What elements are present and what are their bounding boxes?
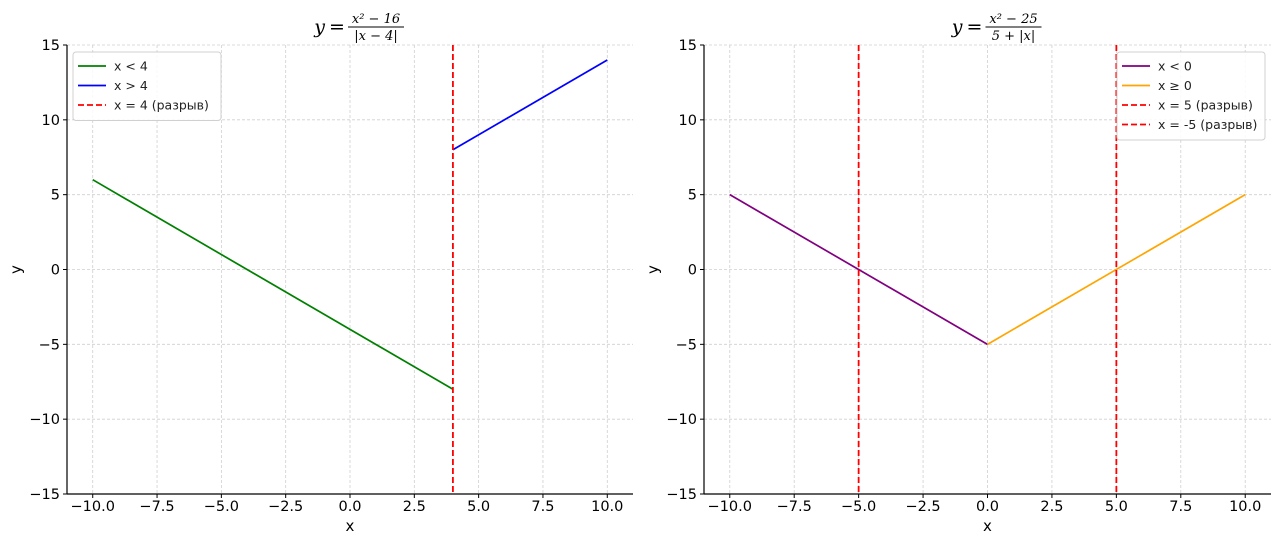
chart-title: y = x² − 16 |x − 4| — [313, 12, 404, 44]
chart-panel-1: −10.0 −7.5 −5.0 −2.5 0.0 2.5 5.0 7.5 10.0 −15 −10 −… — [7, 12, 633, 535]
x-tick-label: 2.5 — [403, 499, 426, 515]
x-tick-label: 5.0 — [1105, 499, 1128, 515]
title-numerator: x² − 25 — [989, 12, 1037, 27]
legend-entry-label: x ≥ 0 — [1158, 78, 1192, 93]
x-tick-label: −5.0 — [841, 499, 876, 515]
x-tick-label: −2.5 — [905, 499, 940, 515]
legend-box — [1116, 51, 1266, 141]
title-lhs: y — [313, 16, 325, 38]
legend-entry-label: x < 0 — [1158, 59, 1192, 74]
y-tick-label: 0 — [51, 263, 60, 279]
x-tick-label: 10.0 — [1229, 499, 1261, 515]
x-tick-label: −5.0 — [204, 499, 239, 515]
x-tick-label: −10.0 — [71, 499, 115, 515]
series-line — [92, 178, 454, 390]
x-tick-label: 5.0 — [467, 499, 490, 515]
y-tick-label: −15 — [29, 487, 60, 503]
series-line — [729, 193, 988, 346]
y-tick-label: 5 — [51, 188, 60, 204]
legend-entry-label: x = -5 (разрыв) — [1158, 117, 1257, 132]
y-tick-label: −10 — [29, 412, 60, 428]
x-tick-label: −7.5 — [777, 499, 812, 515]
title-equals: = — [329, 16, 345, 38]
series-line — [987, 193, 1246, 346]
x-tick-label: −2.5 — [268, 499, 303, 515]
x-tick-label: 7.5 — [1169, 499, 1192, 515]
legend-entry-label: x = 5 (разрыв) — [1158, 98, 1253, 113]
y-tick-label: 10 — [679, 113, 697, 129]
series-line — [452, 59, 608, 151]
chart-panel-2: −10.0 −7.5 −5.0 −2.5 0.0 2.5 5.0 7.5 10.0 −15 −10 −… — [644, 12, 1271, 535]
y-tick-label: 15 — [679, 38, 697, 54]
legend-entry-label: x = 4 (разрыв) — [114, 98, 209, 113]
y-tick-label: 15 — [42, 38, 60, 54]
y-tick-label: −5 — [39, 337, 60, 353]
x-tick-label: −10.0 — [708, 499, 752, 515]
x-tick-label: 0.0 — [976, 499, 999, 515]
y-tick-label: −15 — [666, 487, 697, 503]
title-lhs: y — [951, 16, 963, 38]
y-tick-label: 10 — [42, 113, 60, 129]
x-tick-label: 10.0 — [591, 499, 623, 515]
legend-entry-label: x > 4 — [114, 78, 148, 93]
grid — [67, 44, 633, 495]
chart-title: y = x² − 25 5 + |x| — [951, 12, 1042, 44]
legend: x < 0 x ≥ 0 x = 5 (разрыв) x = -5 (разрыв) — [1116, 51, 1266, 141]
x-tick-label: 2.5 — [1040, 499, 1063, 515]
legend-entry-label: x < 4 — [114, 59, 148, 74]
x-tick-label: −7.5 — [139, 499, 174, 515]
title-denominator: 5 + |x| — [992, 29, 1036, 44]
title-equals: = — [967, 16, 983, 38]
title-denominator: |x − 4| — [354, 29, 398, 44]
y-axis-label: y — [644, 265, 662, 274]
x-tick-label: 0.0 — [338, 499, 361, 515]
x-axis-label: x — [983, 517, 992, 535]
legend: x < 4 x > 4 x = 4 (разрыв) — [72, 51, 222, 121]
x-axis-label: x — [346, 517, 355, 535]
y-tick-label: −5 — [676, 337, 697, 353]
y-tick-label: −10 — [666, 412, 697, 428]
x-tick-label: 7.5 — [531, 499, 554, 515]
y-tick-label: 0 — [688, 263, 697, 279]
title-numerator: x² − 16 — [352, 12, 400, 27]
legend-box — [72, 51, 222, 121]
y-axis-label: y — [7, 265, 25, 274]
y-tick-label: 5 — [688, 188, 697, 204]
